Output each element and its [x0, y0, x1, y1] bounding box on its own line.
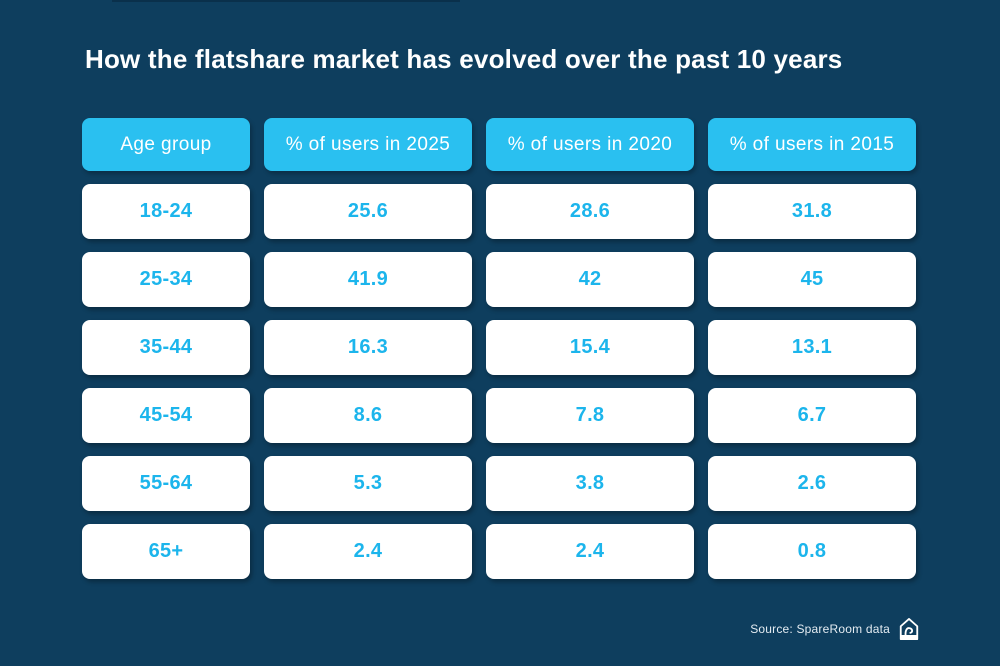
value-cell: 2.6	[708, 456, 916, 511]
age-group-cell: 65+	[82, 524, 250, 579]
value-cell: 31.8	[708, 184, 916, 239]
value-cell: 16.3	[264, 320, 472, 375]
value-cell: 28.6	[486, 184, 694, 239]
column-header-2015: % of users in 2015	[708, 118, 916, 171]
value-cell: 41.9	[264, 252, 472, 307]
value-cell: 13.1	[708, 320, 916, 375]
value-cell: 45	[708, 252, 916, 307]
age-group-cell: 45-54	[82, 388, 250, 443]
age-group-cell: 25-34	[82, 252, 250, 307]
value-cell: 8.6	[264, 388, 472, 443]
value-cell: 3.8	[486, 456, 694, 511]
value-cell: 2.4	[264, 524, 472, 579]
age-group-cell: 55-64	[82, 456, 250, 511]
top-edge-artifact	[112, 0, 460, 2]
value-cell: 2.4	[486, 524, 694, 579]
value-cell: 0.8	[708, 524, 916, 579]
spareroom-house-icon	[898, 616, 920, 642]
column-header-2020: % of users in 2020	[486, 118, 694, 171]
column-header-age-group: Age group	[82, 118, 250, 171]
column-header-2025: % of users in 2025	[264, 118, 472, 171]
flatshare-table: Age group % of users in 2025 % of users …	[82, 118, 916, 579]
value-cell: 7.8	[486, 388, 694, 443]
value-cell: 15.4	[486, 320, 694, 375]
source-attribution: Source: SpareRoom data	[750, 616, 920, 642]
value-cell: 5.3	[264, 456, 472, 511]
page-title: How the flatshare market has evolved ove…	[85, 44, 843, 74]
value-cell: 25.6	[264, 184, 472, 239]
value-cell: 6.7	[708, 388, 916, 443]
age-group-cell: 18-24	[82, 184, 250, 239]
source-label: Source: SpareRoom data	[750, 622, 890, 636]
value-cell: 42	[486, 252, 694, 307]
age-group-cell: 35-44	[82, 320, 250, 375]
